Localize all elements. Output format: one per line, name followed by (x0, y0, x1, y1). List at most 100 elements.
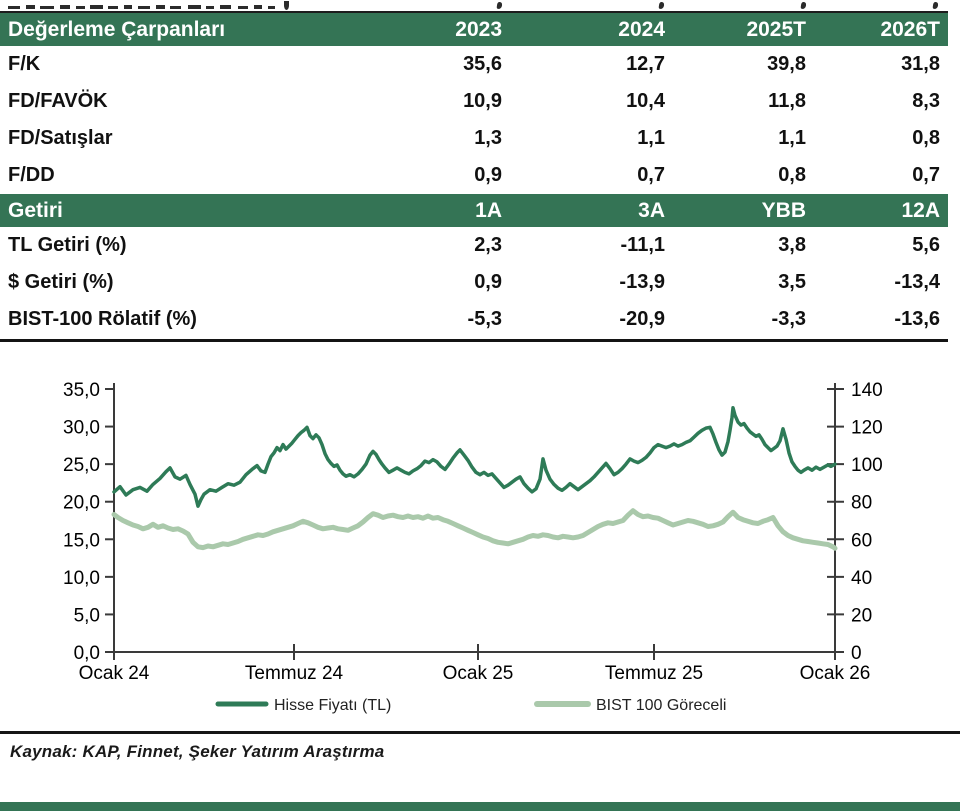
right-axis-tick-label: 120 (851, 418, 883, 439)
column-header: 2023 (455, 17, 502, 41)
column-header: 2026T (880, 17, 940, 41)
cell-value: 0,8 (778, 164, 806, 186)
cell-value: 11,8 (768, 90, 806, 112)
table-row: F/DD 0,9 0,7 0,8 0,7 (0, 157, 948, 194)
clipped-text-fragment (220, 5, 231, 9)
source-note: Kaynak: KAP, Finnet, Şeker Yatırım Araşt… (10, 742, 385, 761)
clipped-text-fragment (188, 5, 201, 9)
right-axis-tick-label: 100 (851, 455, 883, 476)
table-row: TL Getiri (%) 2,3 -11,1 3,8 5,6 (0, 227, 948, 264)
clipped-comma-fragment (496, 1, 503, 10)
table-bottom-border (0, 339, 948, 342)
left-axis-tick-label: 35,0 (63, 380, 100, 401)
table-title: Değerleme Çarpanları (8, 17, 226, 41)
clipped-text-fragment (40, 6, 54, 9)
clipped-text-fragment (108, 6, 118, 9)
clipped-text-fragment (60, 5, 70, 9)
cell-value: 2,3 (474, 234, 502, 256)
row-label: F/K (8, 53, 41, 75)
cell-value: 10,4 (626, 90, 665, 112)
x-axis-tick-label: Temmuz 24 (245, 663, 344, 684)
clipped-text-fragment (90, 5, 103, 9)
price-vs-bist100-chart: 35,0 30,0 25,0 20,0 15,0 10,0 5,0 0,0 140 120 100 8… (63, 380, 883, 714)
table-row: F/K 35,6 12,7 39,8 31,8 (0, 46, 948, 83)
clipped-descender-fragment (284, 1, 289, 10)
left-axis-tick-label: 10,0 (63, 568, 100, 589)
cell-value: 0,8 (912, 127, 940, 149)
row-label: TL Getiri (%) (8, 234, 127, 256)
clipped-comma-fragment (800, 1, 807, 10)
cell-value: 0,7 (912, 164, 940, 186)
cell-value: 0,9 (474, 164, 502, 186)
column-header: 1A (475, 198, 502, 222)
column-header: YBB (761, 198, 806, 222)
cell-value: 1,1 (778, 127, 806, 149)
cell-value: 8,3 (912, 90, 940, 112)
clipped-text-fragment (268, 6, 275, 9)
right-axis-tick-label: 80 (851, 493, 872, 514)
cell-value: -13,6 (894, 308, 940, 330)
table-row: FD/Satışlar 1,3 1,1 1,1 0,8 (0, 120, 948, 157)
cell-value: 31,8 (901, 53, 940, 75)
footer-divider (0, 731, 960, 734)
cell-value: 10,9 (463, 90, 502, 112)
cell-value: -3,3 (771, 308, 806, 330)
clipped-text-fragment (170, 6, 181, 9)
left-axis-tick-label: 5,0 (74, 605, 100, 626)
cell-value: 0,7 (637, 164, 665, 186)
cell-value: 35,6 (463, 53, 502, 75)
series-line-hisse-fiyat-tl- (112, 406, 837, 508)
clipped-text-fragment (206, 6, 214, 9)
left-axis-tick-label: 15,0 (63, 530, 100, 551)
cell-value: 5,6 (912, 234, 940, 256)
cell-value: 3,5 (778, 271, 806, 293)
left-axis-tick-label: 25,0 (63, 455, 100, 476)
right-axis-tick-label: 40 (851, 568, 872, 589)
x-axis-tick-label: Ocak 25 (443, 663, 514, 684)
cell-value: -13,9 (619, 271, 665, 293)
clipped-comma-fragment (932, 1, 939, 10)
column-header: 2025T (746, 17, 806, 41)
table-row: BIST-100 Rölatif (%) -5,3 -20,9 -3,3 -13,6 (0, 301, 948, 338)
clipped-text-fragment (76, 6, 85, 9)
footer-green-bar (0, 802, 960, 811)
clipped-text-fragment (124, 5, 132, 9)
left-axis-tick-label: 20,0 (63, 493, 100, 514)
clipped-text-fragment (138, 6, 150, 9)
table-row: $ Getiri (%) 0,9 -13,9 3,5 -13,4 (0, 264, 948, 301)
right-axis-tick-label: 20 (851, 605, 872, 626)
x-axis-tick-label: Ocak 26 (800, 663, 871, 684)
left-axis-tick-label: 0,0 (74, 643, 100, 664)
table-header-row: Getiri 1A 3A YBB 12A (0, 194, 948, 227)
cell-value: 1,1 (637, 127, 665, 149)
column-header: 2024 (618, 17, 665, 41)
left-axis-tick-label: 30,0 (63, 418, 100, 439)
row-label: BIST-100 Rölatif (%) (8, 308, 197, 330)
row-label: FD/Satışlar (8, 127, 113, 149)
table-row: FD/FAVÖK 10,9 10,4 11,8 8,3 (0, 83, 948, 120)
valuation-multiples-table: Değerleme Çarpanları 2023 2024 2025T 2026T F/… (0, 13, 948, 194)
row-label: FD/FAVÖK (8, 90, 108, 112)
row-label: $ Getiri (%) (8, 271, 114, 293)
column-header: 12A (901, 198, 940, 222)
clipped-text-fragment (8, 6, 20, 9)
clipped-text-fragment (238, 6, 248, 9)
clipped-text-fragment (254, 5, 262, 9)
series-line-bist-100-g-receli (111, 508, 838, 551)
clipped-comma-fragment (658, 1, 665, 10)
clipped-text-fragment (156, 5, 165, 9)
cell-value: -20,9 (619, 308, 665, 330)
cell-value: -13,4 (894, 271, 940, 293)
cell-value: -5,3 (467, 308, 502, 330)
table-header-row: Değerleme Çarpanları 2023 2024 2025T 2026T (0, 13, 948, 46)
right-axis-tick-label: 60 (851, 530, 872, 551)
clipped-text-fragment (26, 5, 35, 9)
table-title: Getiri (8, 198, 63, 222)
right-axis-tick-label: 140 (851, 380, 883, 401)
column-header: 3A (638, 198, 665, 222)
cell-value: 39,8 (767, 53, 806, 75)
top-divider (0, 11, 948, 13)
row-label: F/DD (8, 164, 55, 186)
cell-value: 1,3 (474, 127, 502, 149)
